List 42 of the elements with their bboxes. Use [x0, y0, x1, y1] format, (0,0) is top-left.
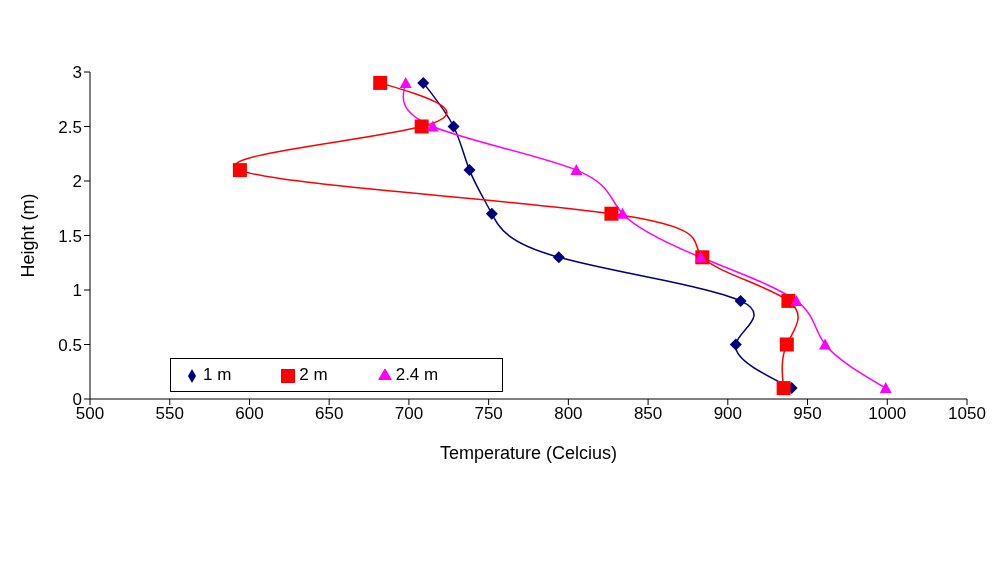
- point: [779, 337, 794, 352]
- y-tick-label: 3: [72, 63, 82, 83]
- point: [463, 164, 476, 177]
- point: [819, 338, 832, 350]
- y-tick-label: 2.5: [58, 117, 82, 137]
- legend-label: 1 m: [203, 365, 232, 384]
- point: [399, 76, 412, 88]
- x-tick-label: 1050: [948, 404, 986, 424]
- y-tick-label: 1: [72, 281, 82, 301]
- x-tick-label: 600: [235, 404, 264, 424]
- point: [604, 206, 619, 221]
- x-tick-label: 750: [474, 404, 503, 424]
- point: [570, 164, 583, 176]
- point: [373, 75, 388, 90]
- x-tick-label: 800: [554, 404, 583, 424]
- x-tick-label: 650: [314, 404, 344, 424]
- y-tick-label: 0.5: [58, 335, 82, 355]
- point: [879, 382, 892, 394]
- x-tick-label: 950: [793, 404, 822, 424]
- point: [776, 381, 791, 396]
- point: [734, 294, 747, 307]
- point: [729, 338, 742, 351]
- x-tick-label: 1000: [868, 404, 907, 424]
- point: [616, 207, 629, 219]
- point: [485, 207, 498, 220]
- point: [414, 119, 429, 134]
- x-tick-label: 550: [155, 404, 184, 424]
- y-tick-label: 1.5: [58, 226, 82, 246]
- x-tick-label: 850: [633, 404, 663, 424]
- y-axis-title: Height (m): [18, 193, 39, 278]
- point: [790, 294, 803, 306]
- x-tick-label: 700: [394, 404, 424, 424]
- point: [552, 251, 565, 264]
- x-axis-title: Temperature (Celcius): [439, 443, 618, 463]
- y-tick-label: 2: [72, 172, 82, 192]
- point: [426, 120, 439, 132]
- legend-label: 2.4 m: [395, 365, 439, 384]
- point: [232, 163, 247, 178]
- point: [447, 120, 460, 133]
- point: [417, 76, 430, 89]
- legend-label: 2 m: [299, 365, 328, 384]
- x-tick-label: 900: [713, 404, 743, 424]
